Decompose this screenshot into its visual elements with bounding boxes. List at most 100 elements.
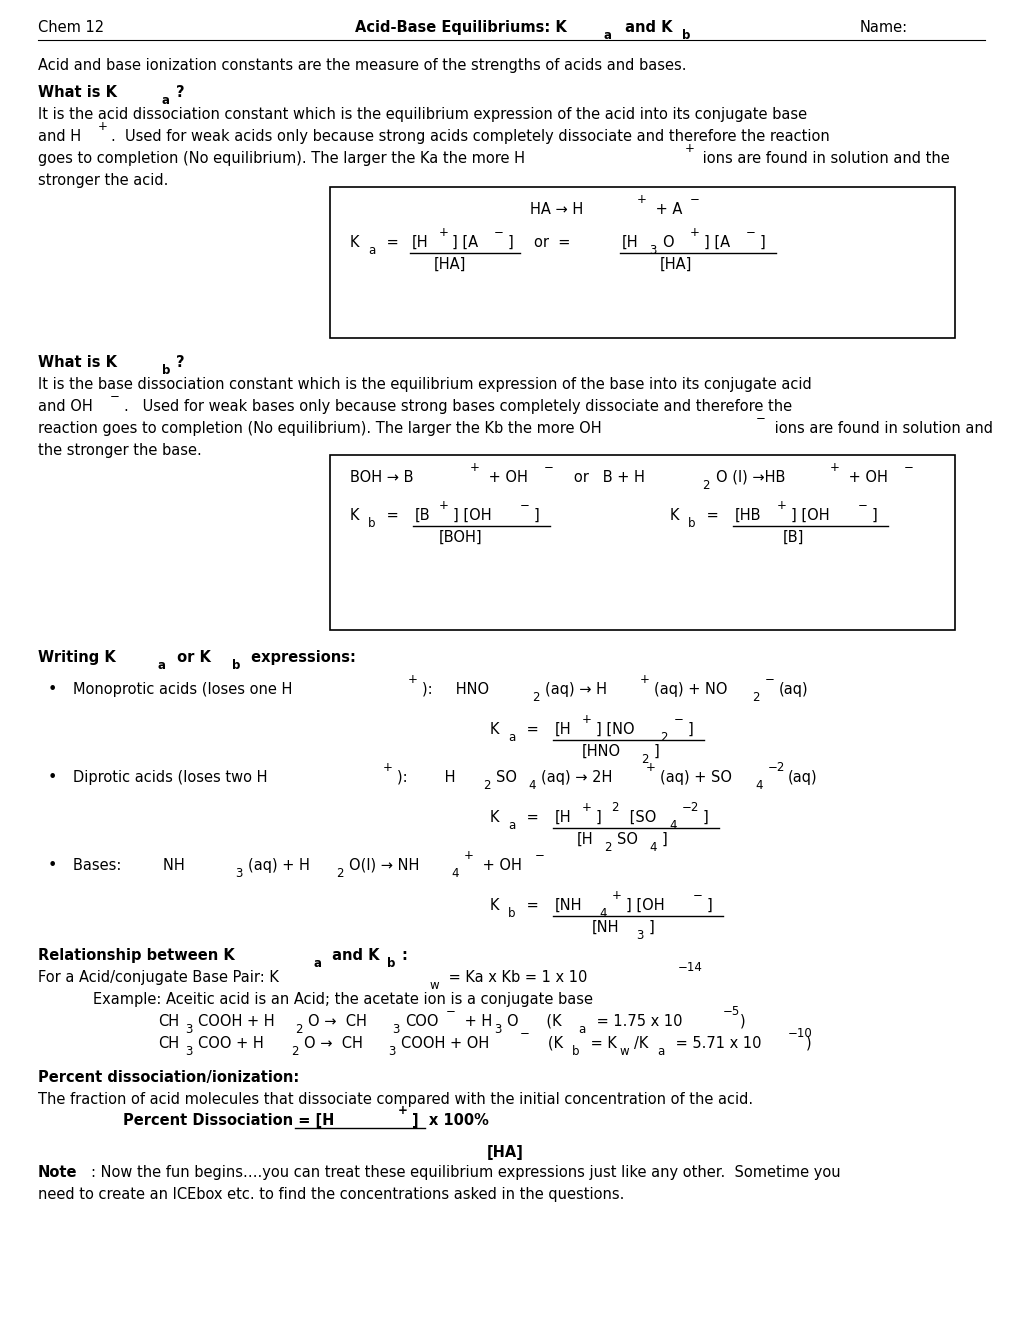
Text: It is the base dissociation constant which is the equilibrium expression of the : It is the base dissociation constant whi… bbox=[38, 378, 811, 392]
Text: CH: CH bbox=[158, 1036, 179, 1051]
Text: K: K bbox=[350, 235, 359, 249]
Text: ] [A: ] [A bbox=[451, 235, 478, 249]
Text: [H: [H bbox=[622, 235, 638, 249]
Text: Relationship between K: Relationship between K bbox=[38, 948, 234, 964]
Text: 2: 2 bbox=[640, 752, 648, 766]
Text: CH: CH bbox=[158, 1014, 179, 1030]
Text: + H: + H bbox=[460, 1014, 492, 1030]
Text: (aq) → 2H: (aq) → 2H bbox=[540, 770, 611, 785]
Text: The fraction of acid molecules that dissociate compared with the initial concent: The fraction of acid molecules that diss… bbox=[38, 1092, 752, 1107]
Text: Bases:         NH: Bases: NH bbox=[73, 858, 184, 873]
Text: ions are found in solution and: ions are found in solution and bbox=[769, 421, 993, 436]
Text: ] [A: ] [A bbox=[703, 235, 730, 249]
Text: [NH: [NH bbox=[591, 920, 619, 935]
Bar bbox=[330, 187, 954, 338]
Text: [B]: [B] bbox=[783, 531, 804, 545]
Text: K: K bbox=[489, 898, 499, 913]
Text: 2: 2 bbox=[610, 801, 618, 814]
Text: SO: SO bbox=[495, 770, 517, 785]
Text: +: + bbox=[776, 499, 786, 512]
Text: (aq): (aq) bbox=[779, 682, 808, 697]
Text: ]: ] bbox=[661, 832, 667, 847]
Text: +: + bbox=[382, 762, 392, 774]
Text: 2: 2 bbox=[483, 779, 490, 792]
Text: COOH + H: COOH + H bbox=[198, 1014, 274, 1030]
Text: + OH: + OH bbox=[478, 858, 522, 873]
Text: −5: −5 bbox=[722, 1005, 740, 1018]
Text: and K: and K bbox=[620, 20, 672, 36]
Text: a: a bbox=[507, 818, 515, 832]
Text: ]: ] bbox=[653, 744, 659, 759]
Text: COO + H: COO + H bbox=[198, 1036, 264, 1051]
Text: 3: 3 bbox=[636, 929, 643, 942]
Text: Monoprotic acids (loses one H: Monoprotic acids (loses one H bbox=[73, 682, 292, 697]
Text: a: a bbox=[507, 731, 515, 744]
Text: +: + bbox=[438, 499, 448, 512]
Text: reaction goes to completion (No equilibrium). The larger the Kb the more OH: reaction goes to completion (No equilibr… bbox=[38, 421, 601, 436]
Text: =: = bbox=[701, 508, 722, 523]
Text: expressions:: expressions: bbox=[246, 649, 356, 665]
Text: [HA]: [HA] bbox=[486, 1144, 523, 1160]
Text: O (l) →HB: O (l) →HB bbox=[715, 470, 785, 484]
Text: −: − bbox=[903, 461, 913, 474]
Text: a: a bbox=[162, 94, 170, 107]
Text: ]: ] bbox=[706, 898, 712, 913]
Text: −: − bbox=[674, 713, 683, 726]
Text: +: + bbox=[639, 673, 649, 686]
Text: +: + bbox=[98, 120, 108, 133]
Text: −14: −14 bbox=[678, 961, 702, 974]
Text: [BOH]: [BOH] bbox=[438, 531, 482, 545]
Text: .   Used for weak bases only because strong bases completely dissociate and ther: . Used for weak bases only because stron… bbox=[124, 399, 792, 414]
Bar bbox=[330, 455, 954, 630]
Text: (aq) → H: (aq) → H bbox=[544, 682, 606, 697]
Text: ): ) bbox=[739, 1014, 745, 1030]
Text: Percent Dissociation = [H: Percent Dissociation = [H bbox=[123, 1113, 334, 1129]
Text: O →  CH: O → CH bbox=[304, 1036, 363, 1051]
Text: ?: ? bbox=[176, 355, 184, 370]
Text: +: + bbox=[645, 762, 655, 774]
Text: −: − bbox=[857, 499, 867, 512]
Text: b: b bbox=[682, 29, 690, 42]
Text: Writing K: Writing K bbox=[38, 649, 115, 665]
Text: = 5.71 x 10: = 5.71 x 10 bbox=[671, 1036, 761, 1051]
Text: = K: = K bbox=[586, 1036, 616, 1051]
Text: +: + bbox=[397, 1104, 408, 1117]
Text: 4: 4 bbox=[754, 779, 762, 792]
Text: + OH: + OH bbox=[484, 470, 528, 484]
Text: K: K bbox=[489, 810, 499, 825]
Text: [H: [H bbox=[554, 810, 571, 825]
Text: ] [OH: ] [OH bbox=[452, 508, 491, 523]
Text: O      (K: O (K bbox=[506, 1014, 561, 1030]
Text: SO: SO bbox=[616, 832, 637, 847]
Text: K: K bbox=[489, 722, 499, 737]
Text: [B: [B bbox=[415, 508, 430, 523]
Text: 4: 4 bbox=[598, 907, 606, 920]
Text: O(l) → NH: O(l) → NH bbox=[348, 858, 419, 873]
Text: b: b bbox=[507, 907, 515, 920]
Text: Acid and base ionization constants are the measure of the strengths of acids and: Acid and base ionization constants are t… bbox=[38, 58, 686, 73]
Text: a: a bbox=[158, 659, 166, 672]
Text: =: = bbox=[382, 508, 403, 523]
Text: 3: 3 bbox=[184, 1023, 193, 1036]
Text: −2: −2 bbox=[767, 762, 785, 774]
Text: −: − bbox=[764, 673, 774, 686]
Text: = Ka x Kb = 1 x 10: = Ka x Kb = 1 x 10 bbox=[443, 970, 587, 985]
Text: and K: and K bbox=[327, 948, 379, 964]
Text: = 1.75 x 10: = 1.75 x 10 bbox=[591, 1014, 682, 1030]
Text: COOH + OH: COOH + OH bbox=[400, 1036, 489, 1051]
Text: [HNO: [HNO bbox=[582, 744, 621, 759]
Text: 2: 2 bbox=[701, 479, 709, 492]
Text: −: − bbox=[692, 888, 702, 902]
Text: ]: ] bbox=[688, 722, 693, 737]
Text: a: a bbox=[656, 1045, 663, 1059]
Text: O: O bbox=[661, 235, 673, 249]
Text: K: K bbox=[669, 508, 679, 523]
Text: /K: /K bbox=[634, 1036, 648, 1051]
Text: 4: 4 bbox=[668, 818, 676, 832]
Text: −: − bbox=[520, 499, 529, 512]
Text: Diprotic acids (loses two H: Diprotic acids (loses two H bbox=[73, 770, 267, 785]
Text: −: − bbox=[543, 461, 553, 474]
Text: ):        H: ): H bbox=[396, 770, 455, 785]
Text: b: b bbox=[572, 1045, 579, 1059]
Text: HA → H: HA → H bbox=[530, 202, 583, 216]
